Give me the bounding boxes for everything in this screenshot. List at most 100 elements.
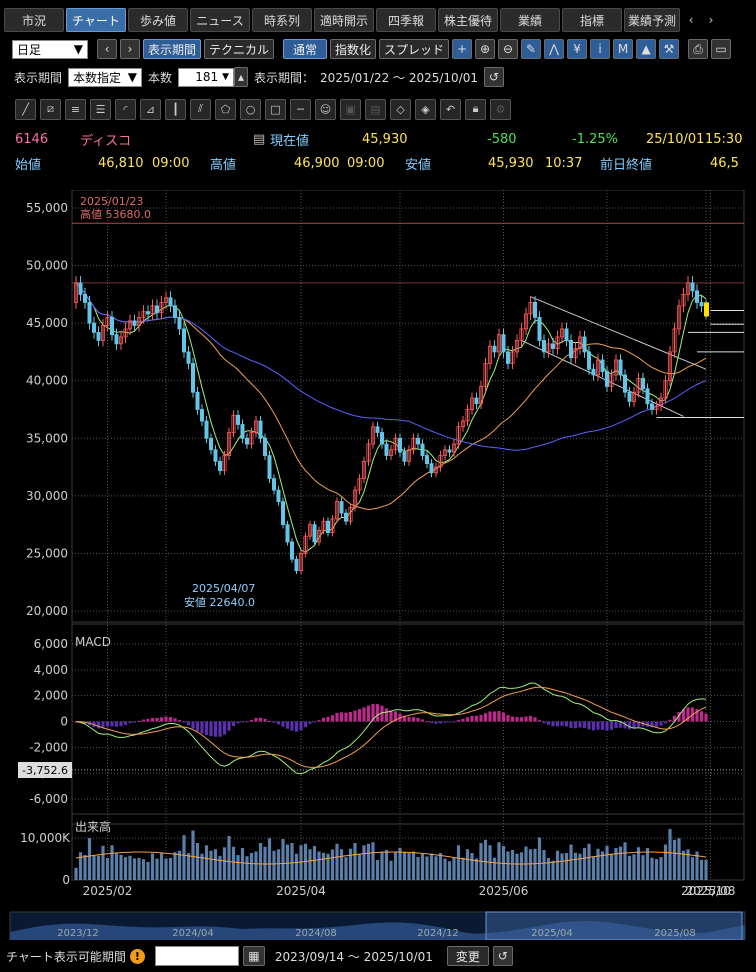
chevron-down-icon: ▼ <box>127 70 138 84</box>
vlines-tool-icon[interactable]: ┃ <box>165 98 186 120</box>
macd-histogram-bar <box>488 711 492 722</box>
print-icon[interactable]: ⎙ <box>688 39 709 59</box>
candle <box>519 328 524 341</box>
info-icon[interactable]: i <box>590 39 611 59</box>
ruler-tool-icon[interactable]: ⧄ <box>40 98 61 120</box>
candle <box>505 351 510 364</box>
area-chart-icon[interactable]: ▲ <box>636 39 657 59</box>
volume-bar <box>96 855 101 880</box>
hlines-tool-icon[interactable]: ≡ <box>65 98 86 120</box>
candle <box>321 520 326 531</box>
macd-histogram-bar <box>672 715 677 722</box>
pentagon-tool-icon[interactable]: ⬠ <box>215 98 236 120</box>
macd-histogram-bar <box>299 721 303 731</box>
macd-histogram-bar <box>353 710 357 722</box>
candle <box>618 359 623 376</box>
fib-tool-icon[interactable]: ☰ <box>90 98 111 120</box>
zoom-in-icon[interactable]: ⊕ <box>475 39 496 59</box>
volume-bar <box>209 850 213 880</box>
zoom-out-icon[interactable]: ⊖ <box>498 39 519 59</box>
open-time: 09:00 <box>152 155 190 171</box>
eraser-all-tool-icon[interactable]: ◈ <box>415 98 436 120</box>
circle-tool-icon[interactable]: ○ <box>240 98 261 120</box>
wrench-icon[interactable]: ⚒ <box>659 39 680 59</box>
tab-ticks[interactable]: 歩み値 <box>128 8 188 32</box>
price-tick-label: 55,000 <box>26 201 68 215</box>
yen-icon[interactable]: ¥ <box>567 39 588 59</box>
stock-chart[interactable]: 55,000 50,000 45,000 40,000 35,000 30,000 25,0… <box>0 190 756 940</box>
volume-bar <box>537 837 542 880</box>
volume-bar <box>506 851 510 880</box>
stock-code: 6146 <box>15 131 49 147</box>
volume-bar <box>654 859 659 880</box>
change-button[interactable]: 変更 <box>446 946 489 966</box>
range-mode-select[interactable]: 本数指定 ▼ <box>68 67 143 87</box>
period-type-select[interactable]: 日足 ▼ <box>12 39 88 59</box>
line-tool-icon[interactable]: ╱ <box>15 98 36 120</box>
eraser-tool-icon[interactable]: ◇ <box>390 98 411 120</box>
normal-button[interactable]: 通常 <box>283 39 328 59</box>
arc-tool-icon[interactable]: ◜ <box>115 98 136 120</box>
index-button[interactable]: 指数化 <box>330 39 377 59</box>
undo-tool-icon[interactable]: ↶ <box>440 98 461 120</box>
candle <box>483 363 488 387</box>
volume-bar <box>146 861 150 880</box>
macd-histogram-bar <box>447 721 452 723</box>
date-input[interactable] <box>154 946 239 966</box>
tab-disclosure[interactable]: 適時開示 <box>314 8 374 32</box>
spread-button[interactable]: スプレッド <box>379 39 450 59</box>
macd-histogram-bar <box>506 715 510 722</box>
candle <box>127 320 132 330</box>
available-range: 2023/09/14 ～ 2025/10/01 <box>274 949 433 964</box>
fan-tool-icon[interactable]: ⊿ <box>140 98 161 120</box>
candle <box>447 449 452 453</box>
macd-histogram-bar <box>312 721 317 723</box>
my-chart-icon[interactable]: M <box>613 39 634 59</box>
candle <box>686 282 691 295</box>
count-stepper[interactable]: ▴ <box>234 67 249 87</box>
prev-button[interactable]: ‹ <box>97 39 117 59</box>
tab-news[interactable]: ニュース <box>190 8 250 32</box>
tab-results[interactable]: 業績 <box>500 8 560 32</box>
candle <box>159 302 164 314</box>
volume-bar <box>456 845 461 880</box>
tab-shikiho[interactable]: 四季報 <box>376 8 436 32</box>
hline-tool-icon[interactable]: ─ <box>290 98 311 120</box>
lock-tool-icon[interactable]: 🔒︎ <box>465 98 486 120</box>
macd-histogram-bar <box>317 720 321 722</box>
icon-tool-icon[interactable]: ☺ <box>315 98 336 120</box>
tab-chart[interactable]: チャート <box>66 8 126 32</box>
tab-timeseries[interactable]: 時系列 <box>252 8 312 32</box>
volume-bar <box>200 853 204 880</box>
tab-yutai[interactable]: 株主優待 <box>438 8 498 32</box>
rect-tool-icon[interactable]: □ <box>265 98 286 120</box>
tabs-prev-icon[interactable]: ‹ <box>688 13 694 27</box>
period-button[interactable]: 表示期間 <box>143 39 202 59</box>
candle <box>163 297 168 303</box>
candle <box>334 501 339 520</box>
channel-tool-icon[interactable]: ⫽ <box>190 98 211 120</box>
technical-button[interactable]: テクニカル <box>204 39 275 59</box>
tab-forecast[interactable]: 業績予測 <box>624 8 680 32</box>
macd-histogram-bar <box>479 714 483 722</box>
candle <box>528 302 533 315</box>
macd-histogram-bar <box>281 721 285 727</box>
pencil-icon[interactable]: ✎ <box>521 39 542 59</box>
tab-indicators[interactable]: 指標 <box>562 8 622 32</box>
reset-icon[interactable]: ↺ <box>484 67 505 87</box>
tabs-next-icon[interactable]: › <box>708 13 714 27</box>
volume-bar <box>150 853 155 880</box>
macd-histogram-bar <box>227 721 231 731</box>
refresh-icon[interactable]: ↺ <box>492 946 513 966</box>
count-input[interactable]: 181 ▼ <box>178 67 235 87</box>
macd-histogram-bar <box>402 715 407 722</box>
window-icon[interactable]: ▭ <box>711 39 732 59</box>
tab-market[interactable]: 市況 <box>4 8 64 32</box>
high-date-label: 2025/01/23 <box>80 195 143 208</box>
overview-tick-label: 2025/08 <box>654 928 696 939</box>
candle <box>87 302 92 324</box>
calendar-icon[interactable]: ▦ <box>242 946 265 966</box>
trend-icon[interactable]: ⋀ <box>544 39 565 59</box>
add-icon[interactable]: + <box>452 39 473 59</box>
next-button[interactable]: › <box>120 39 140 59</box>
